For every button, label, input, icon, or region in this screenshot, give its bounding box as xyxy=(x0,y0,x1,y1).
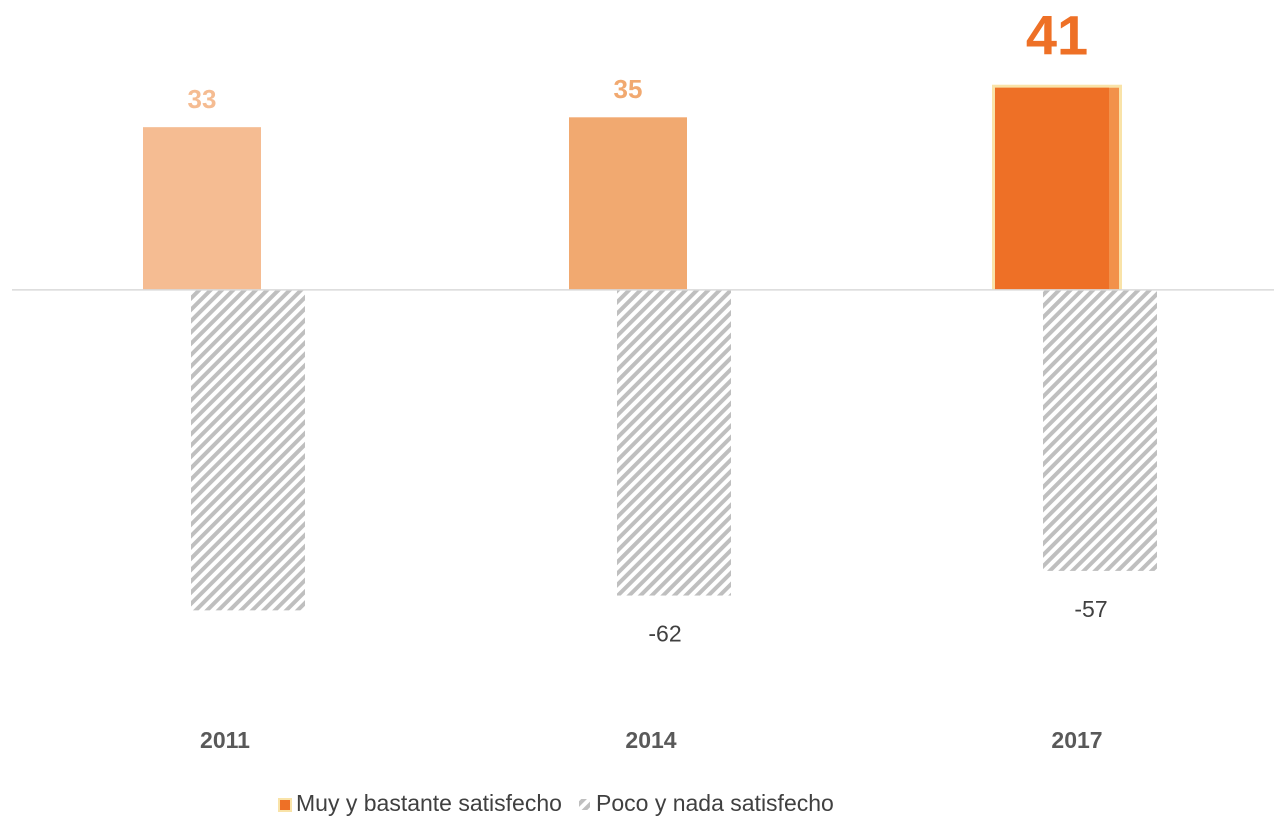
bar xyxy=(617,289,731,596)
data-label: 41 xyxy=(1026,4,1088,67)
bar xyxy=(1043,289,1157,571)
legend-label: Poco y nada satisfecho xyxy=(596,790,834,816)
legend-label: Muy y bastante satisfecho xyxy=(296,790,562,816)
data-label: 35 xyxy=(614,74,643,104)
data-label: -57 xyxy=(1074,596,1107,622)
bar-face xyxy=(995,87,1109,290)
x-tick-label: 2017 xyxy=(1051,727,1102,753)
bar xyxy=(143,127,261,290)
legend-swatch xyxy=(579,799,590,810)
bar xyxy=(569,117,687,290)
bar xyxy=(191,289,305,611)
data-label: -62 xyxy=(648,621,681,647)
x-tick-label: 2014 xyxy=(625,727,676,753)
x-tick-label: 2011 xyxy=(200,727,250,753)
data-label: 33 xyxy=(188,84,217,114)
legend-swatch xyxy=(278,798,292,812)
